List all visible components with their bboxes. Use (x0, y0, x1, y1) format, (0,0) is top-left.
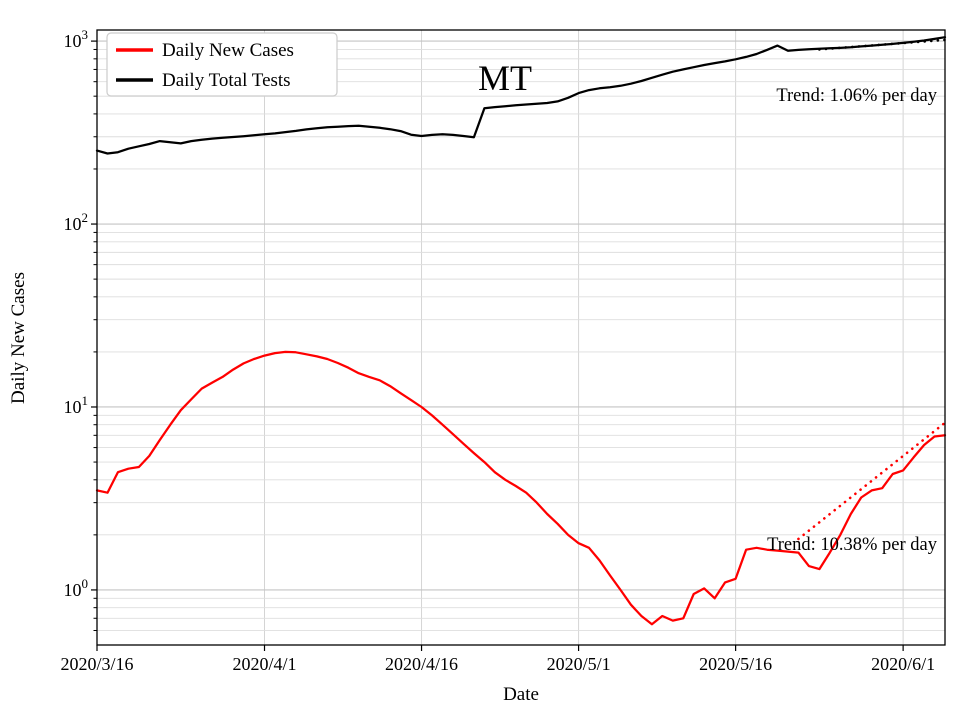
cases-trend-annotation: Trend: 10.38% per day (767, 535, 938, 555)
y-tick-label: 101 (64, 393, 89, 417)
y-tick-label: 103 (64, 27, 89, 51)
y-axis-label: Daily New Cases (8, 272, 29, 404)
legend-label-daily-new-cases: Daily New Cases (162, 40, 294, 61)
cases-trend-dotted-line (797, 421, 947, 541)
daily-total-tests-line (95, 36, 947, 155)
x-axis-label: Date (503, 684, 539, 705)
daily-new-cases-line (95, 350, 947, 626)
grid-lines (96, 30, 945, 645)
legend-box (106, 32, 338, 97)
legend: Daily New Cases Daily Total Tests (106, 32, 338, 97)
x-tick-label: 2020/5/16 (699, 654, 772, 674)
y-tick-label: 102 (64, 210, 89, 234)
tests-trend-annotation: Trend: 1.06% per day (776, 86, 937, 106)
legend-label-daily-total-tests: Daily Total Tests (162, 70, 291, 91)
chart-title: MT (478, 58, 532, 98)
axes: 2020/3/16 2020/4/1 2020/4/16 2020/5/1 2020/5… (60, 27, 946, 674)
x-tick-label: 2020/6/1 (871, 654, 935, 674)
x-tick-label: 2020/4/1 (232, 654, 296, 674)
axes-spines (96, 29, 946, 646)
x-tick-label: 2020/5/1 (547, 654, 611, 674)
x-tick-label: 2020/4/16 (385, 654, 458, 674)
data-series (95, 36, 947, 626)
x-tick-label: 2020/3/16 (60, 654, 133, 674)
y-tick-label: 100 (64, 576, 89, 600)
